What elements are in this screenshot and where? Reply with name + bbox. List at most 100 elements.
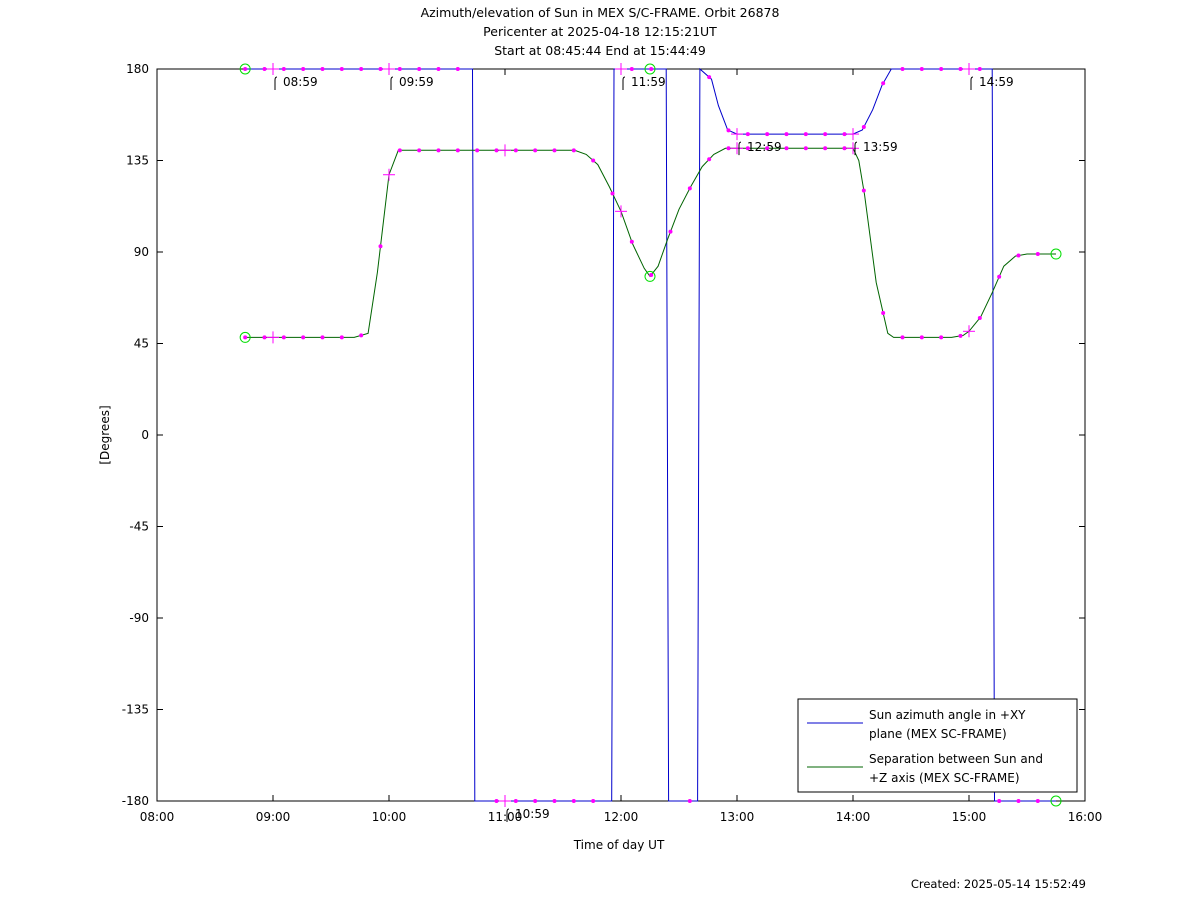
sample-marker: [552, 799, 557, 803]
sample-marker: [649, 272, 654, 277]
y-tick-label: 45: [134, 337, 149, 351]
sample-marker: [359, 333, 364, 338]
sample-marker: [784, 146, 789, 151]
x-tick-label: 15:00: [952, 810, 987, 824]
created-timestamp: Created: 2025-05-14 15:52:49: [910, 877, 1086, 891]
endpoint-marker: [239, 331, 251, 343]
time-label: 12:59: [747, 140, 782, 154]
sample-marker: [881, 81, 886, 86]
sample-marker: [1035, 252, 1040, 257]
azimuth-line: [245, 67, 1056, 802]
separation-line: [245, 147, 1056, 338]
y-tick-label: -90: [129, 611, 149, 625]
time-label-tick: [970, 76, 974, 90]
sample-marker: [1016, 253, 1021, 258]
endpoint-marker: [1050, 248, 1062, 260]
sample-marker: [707, 75, 712, 80]
chart-subtitle-start-end: Start at 08:45:44 End at 15:44:49: [494, 43, 706, 58]
sample-marker: [765, 146, 770, 151]
time-label-tick: [274, 76, 278, 90]
legend-box: [797, 698, 1078, 793]
sample-marker: [533, 799, 538, 803]
x-tick-label: 14:00: [836, 810, 871, 824]
series-lines: [245, 67, 1056, 802]
y-tick-label: -45: [129, 520, 149, 534]
x-tick-label: 12:00: [604, 810, 639, 824]
sample-marker: [243, 335, 248, 340]
y-tick-label: -180: [122, 794, 149, 808]
x-tick-label: 10:00: [372, 810, 407, 824]
sample-marker: [765, 132, 770, 137]
sample-marker: [1035, 799, 1040, 803]
time-label-tick: [390, 76, 394, 90]
sample-marker: [939, 335, 944, 340]
sample-marker: [513, 148, 518, 153]
sample-marker: [629, 67, 634, 71]
sample-marker: [455, 67, 460, 71]
time-label: 11:59: [631, 75, 666, 89]
endpoint-marker: [1050, 795, 1062, 807]
x-axis-label: Time of day UT: [573, 838, 665, 852]
sample-marker: [939, 67, 944, 71]
y-tick-label: 135: [126, 154, 149, 168]
x-tick-label: 08:00: [140, 810, 175, 824]
y-axis-label: [Degrees]: [98, 405, 112, 464]
sample-marker: [378, 244, 383, 249]
sample-marker: [629, 239, 634, 244]
sample-marker: [359, 67, 364, 71]
sample-marker: [591, 799, 596, 803]
sample-marker: [513, 799, 518, 803]
chart-title: Azimuth/elevation of Sun in MEX S/C-FRAM…: [420, 5, 780, 20]
sample-marker: [475, 148, 480, 153]
series-markers: [239, 63, 1062, 807]
time-label: 08:59: [283, 75, 318, 89]
extreme-marker: [644, 63, 656, 75]
sample-marker: [397, 67, 402, 71]
sample-marker: [997, 274, 1002, 279]
legend-entry-label: +Z axis (MEX SC-FRAME): [869, 771, 1020, 785]
x-tick-label: 13:00: [720, 810, 755, 824]
sample-marker: [610, 191, 615, 196]
sample-marker: [977, 67, 982, 71]
sample-marker: [417, 67, 422, 71]
sample-marker: [533, 148, 538, 153]
sample-marker: [281, 67, 286, 71]
sample-marker: [823, 146, 828, 151]
sample-marker: [687, 799, 692, 803]
sample-marker: [436, 148, 441, 153]
time-label: 13:59: [863, 140, 898, 154]
sample-marker: [784, 132, 789, 137]
sample-marker: [707, 157, 712, 162]
y-tick-label: -135: [122, 703, 149, 717]
plot-frame: [156, 68, 1086, 802]
sample-marker: [436, 67, 441, 71]
sample-marker: [455, 148, 460, 153]
sample-marker: [900, 67, 905, 71]
endpoint-marker: [239, 63, 251, 75]
sample-marker: [919, 335, 924, 340]
x-tick-label: 11:00: [488, 810, 523, 824]
time-label: 14:59: [979, 75, 1014, 89]
sample-marker: [494, 799, 499, 803]
sample-marker: [977, 316, 982, 321]
sample-marker: [823, 132, 828, 137]
sample-marker: [861, 124, 866, 129]
sample-marker: [958, 333, 963, 338]
time-label: 10:59: [515, 807, 550, 821]
sample-marker: [842, 146, 847, 151]
sample-marker: [1016, 799, 1021, 803]
sample-marker: [745, 146, 750, 151]
axes: 08:00 09:00 10:00 11:00 12:00 13:00 14:00 15:00…: [98, 62, 1102, 852]
sample-marker: [745, 132, 750, 137]
sample-marker: [919, 67, 924, 71]
sample-marker: [881, 311, 886, 315]
sample-marker: [417, 148, 422, 153]
legend-entry-label: Separation between Sun and: [869, 752, 1043, 766]
time-label-tick: [506, 808, 510, 822]
sample-marker: [687, 186, 692, 191]
sample-marker: [571, 148, 576, 153]
sample-marker: [262, 335, 267, 340]
sample-marker: [726, 146, 731, 151]
sample-marker: [803, 146, 808, 151]
sample-marker: [494, 148, 499, 153]
